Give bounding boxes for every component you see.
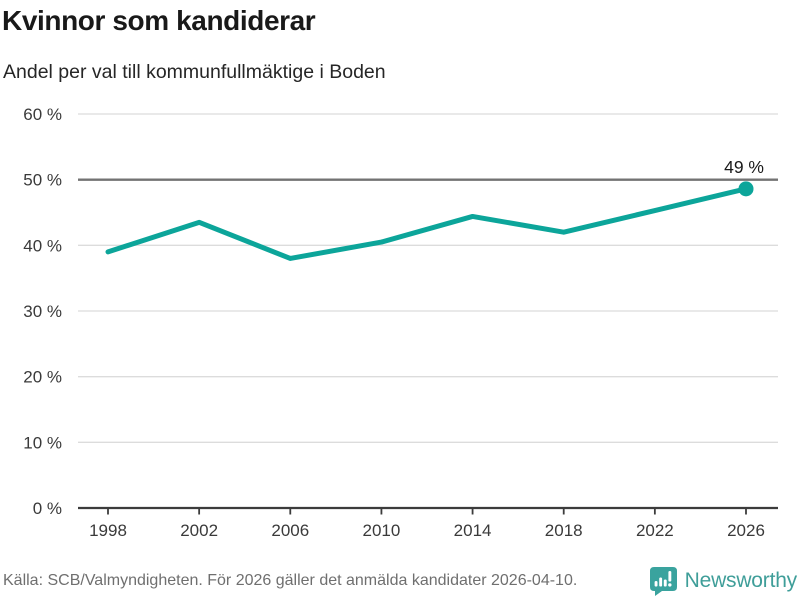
x-axis-tick-label: 2002 bbox=[180, 521, 218, 540]
endpoint-value-label: 49 % bbox=[724, 157, 764, 177]
footer: Källa: SCB/Valmyndigheten. För 2026 gäll… bbox=[0, 561, 800, 600]
newsworthy-logo-text: Newsworthy bbox=[684, 568, 798, 592]
y-axis-tick-label: 20 % bbox=[23, 368, 62, 387]
source-note: Källa: SCB/Valmyndigheten. För 2026 gäll… bbox=[3, 571, 578, 589]
y-axis-tick-label: 30 % bbox=[23, 302, 62, 321]
x-axis-tick-label: 2010 bbox=[363, 521, 401, 540]
endpoint-marker bbox=[738, 181, 754, 197]
y-axis-tick-label: 40 % bbox=[23, 236, 62, 255]
line-chart: 0 % 10 % 20 % 30 % 40 % 50 % 60 % 1998 2002 2006 2… bbox=[23, 105, 778, 540]
logo-exclamation-bar bbox=[668, 570, 671, 581]
x-axis-tick-label: 2006 bbox=[271, 521, 309, 540]
y-axis-tick-label: 0 % bbox=[33, 499, 62, 518]
x-axis-tick-label: 2022 bbox=[636, 521, 674, 540]
y-axis-tick-label: 10 % bbox=[23, 433, 62, 452]
y-axis-tick-label: 60 % bbox=[23, 105, 62, 124]
data-line bbox=[105, 186, 749, 261]
page-title: Kvinnor som kandiderar bbox=[2, 5, 316, 36]
x-axis-tick-label: 1998 bbox=[89, 521, 127, 540]
logo-bar-3 bbox=[663, 579, 667, 586]
logo-bar-2 bbox=[658, 577, 662, 586]
logo-bar-1 bbox=[654, 580, 658, 586]
y-axis-tick-label: 50 % bbox=[23, 171, 62, 190]
x-axis-tick-label: 2014 bbox=[454, 521, 492, 540]
logo-exclamation-dot bbox=[667, 582, 672, 587]
newsworthy-logo-icon bbox=[649, 566, 677, 596]
x-axis-tick-label: 2026 bbox=[727, 521, 765, 540]
newsworthy-logo: Newsworthy bbox=[649, 566, 797, 596]
x-axis-tick-label: 2018 bbox=[545, 521, 583, 540]
chart-subtitle: Andel per val till kommunfullmäktige i B… bbox=[3, 61, 386, 83]
